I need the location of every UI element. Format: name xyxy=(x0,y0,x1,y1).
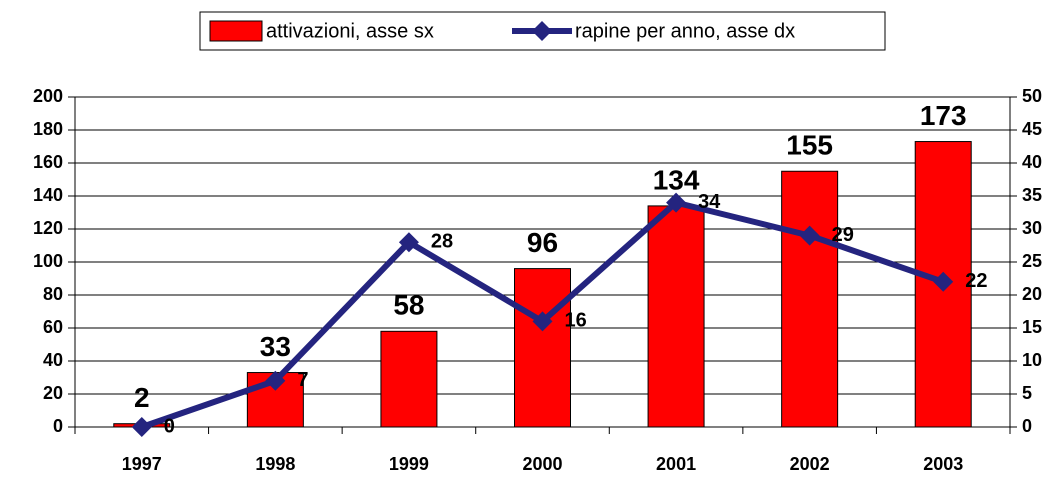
marker xyxy=(666,192,687,213)
y2-tick-label: 10 xyxy=(1022,350,1042,370)
line-value-label: 0 xyxy=(164,415,175,437)
legend-marker xyxy=(532,21,552,41)
x-tick-label: 2003 xyxy=(923,454,963,474)
bar-value-label: 33 xyxy=(260,331,291,362)
y2-tick-label: 50 xyxy=(1022,86,1042,106)
line-value-label: 22 xyxy=(965,270,987,292)
legend-label: attivazioni, asse sx xyxy=(266,20,434,42)
marker xyxy=(265,370,286,391)
x-tick-label: 1999 xyxy=(389,454,429,474)
y-tick-label: 40 xyxy=(43,350,63,370)
y2-tick-label: 25 xyxy=(1022,251,1042,271)
line-value-label: 7 xyxy=(297,369,308,391)
bar xyxy=(514,268,571,428)
legend-swatch xyxy=(209,20,263,42)
y2-tick-label: 45 xyxy=(1022,119,1042,139)
bar-value-label: 96 xyxy=(527,227,558,258)
line-value-label: 29 xyxy=(832,224,854,246)
y2-tick-label: 5 xyxy=(1022,383,1032,403)
y-tick-label: 100 xyxy=(33,251,63,271)
bar xyxy=(380,330,438,428)
bar-value-label: 2 xyxy=(134,382,150,413)
line-value-label: 28 xyxy=(431,230,453,252)
x-tick-label: 2002 xyxy=(790,454,830,474)
marker xyxy=(799,225,820,246)
y-tick-label: 60 xyxy=(43,317,63,337)
x-tick-label: 1998 xyxy=(255,454,295,474)
line-value-label: 16 xyxy=(565,310,587,332)
y-tick-label: 20 xyxy=(43,383,63,403)
y-tick-label: 0 xyxy=(53,416,63,436)
marker xyxy=(933,271,954,292)
bar xyxy=(781,170,839,428)
y-tick-label: 180 xyxy=(33,119,63,139)
line-value-label: 34 xyxy=(698,191,721,213)
bar-value-label: 155 xyxy=(786,130,833,161)
y2-tick-label: 0 xyxy=(1022,416,1032,436)
bar-value-label: 134 xyxy=(653,164,700,195)
bar xyxy=(647,205,705,428)
bar-value-label: 173 xyxy=(920,100,967,131)
y2-tick-label: 35 xyxy=(1022,185,1042,205)
marker xyxy=(131,417,152,437)
marker xyxy=(398,232,419,253)
x-tick-label: 2000 xyxy=(522,454,562,474)
y-tick-label: 140 xyxy=(33,185,63,205)
legend-label: rapine per anno, asse dx xyxy=(575,20,795,42)
bar-value-label: 58 xyxy=(393,290,424,321)
y-tick-label: 120 xyxy=(33,218,63,238)
y-tick-label: 80 xyxy=(43,284,63,304)
y2-tick-label: 20 xyxy=(1022,284,1042,304)
x-tick-label: 2001 xyxy=(656,454,696,474)
y-tick-label: 160 xyxy=(33,152,63,172)
y2-tick-label: 40 xyxy=(1022,152,1042,172)
y-tick-label: 200 xyxy=(33,86,63,106)
marker xyxy=(532,311,553,332)
x-tick-label: 1997 xyxy=(122,454,162,474)
y2-tick-label: 30 xyxy=(1022,218,1042,238)
y2-tick-label: 15 xyxy=(1022,317,1042,337)
